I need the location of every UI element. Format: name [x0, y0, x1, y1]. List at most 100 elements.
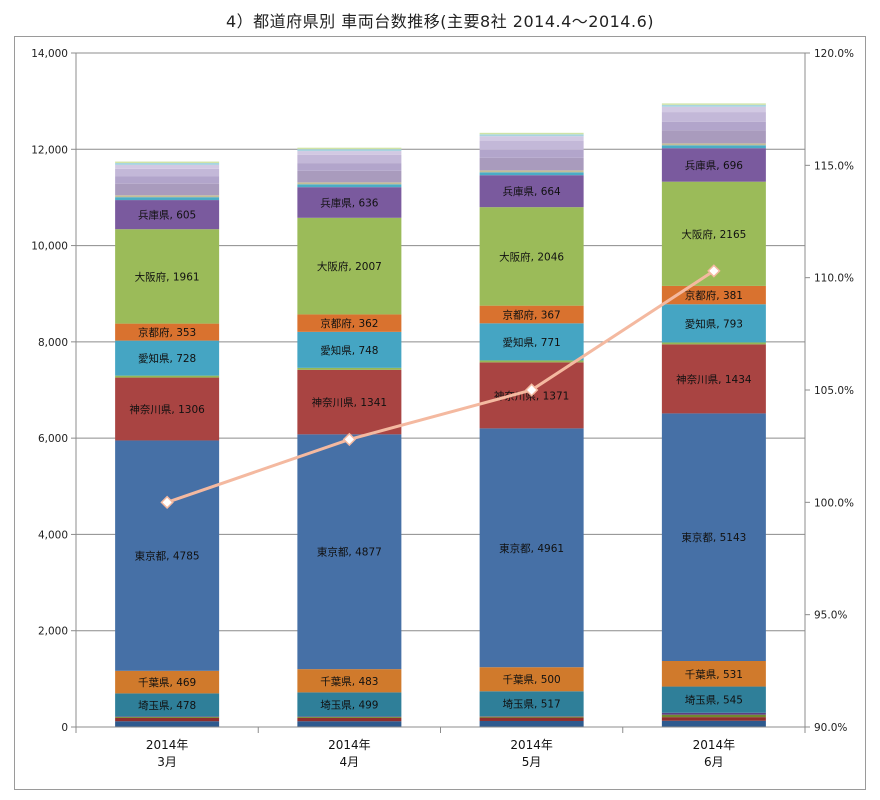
bar-segment	[479, 132, 584, 135]
bar-segment	[115, 375, 220, 378]
data-label: 兵庫県, 605	[138, 209, 196, 222]
data-label: 京都府, 367	[503, 308, 561, 321]
data-label: 東京都, 5143	[681, 531, 746, 544]
bar-segment	[661, 143, 766, 146]
bar-segment	[479, 172, 584, 176]
bar-segment	[297, 314, 402, 332]
bar-segment	[661, 121, 766, 131]
bar-segment	[297, 182, 402, 185]
bar-segment	[297, 154, 402, 164]
bar-segment	[479, 170, 584, 173]
bar-segment	[297, 716, 402, 718]
bar-segment	[297, 331, 402, 368]
bar-segment	[661, 130, 766, 144]
data-label: 兵庫県, 696	[685, 159, 744, 172]
bar-segment	[479, 691, 584, 717]
bar-segment	[479, 175, 584, 208]
x-tick-label: 2014年	[510, 738, 553, 752]
bar-segment	[115, 161, 220, 164]
bar-segment	[479, 667, 584, 692]
bar-segment	[297, 184, 402, 188]
bar-segment	[661, 112, 766, 122]
y-tick-label: 8,000	[38, 337, 68, 349]
bar-segment	[479, 360, 584, 363]
data-label: 千葉県, 500	[503, 673, 561, 686]
bar-segment	[115, 168, 220, 177]
data-label: 京都府, 353	[138, 326, 196, 339]
y-tick-label: 6,000	[38, 433, 68, 445]
y2-tick-label: 100.0%	[814, 497, 854, 509]
y2-tick-label: 90.0%	[814, 722, 847, 734]
data-label: 愛知県, 748	[320, 344, 378, 357]
data-label: 京都府, 362	[320, 317, 378, 330]
data-label: 千葉県, 469	[138, 676, 196, 689]
bar-segment	[115, 716, 220, 717]
bar-segment	[661, 686, 766, 713]
bar-segment	[661, 660, 766, 687]
x-tick-label: 6月	[704, 755, 724, 769]
bar-segment	[115, 721, 220, 727]
bar-segment	[297, 669, 402, 693]
bar-segment	[297, 170, 402, 183]
bar-segment	[297, 163, 402, 171]
data-label: 神奈川県, 1341	[312, 396, 387, 409]
y2-tick-label: 105.0%	[814, 385, 854, 397]
bar-segment	[297, 717, 402, 722]
data-label: 東京都, 4961	[499, 542, 564, 555]
bar-segment	[297, 149, 402, 152]
data-label: 愛知県, 728	[138, 352, 196, 365]
bar-segment	[115, 377, 220, 441]
bar-segment	[297, 367, 402, 370]
bar-segment	[661, 104, 766, 107]
bar-segment	[115, 693, 220, 717]
y-tick-label: 2,000	[38, 626, 68, 638]
bar-segment	[661, 714, 766, 718]
line-series	[166, 269, 715, 504]
data-label: 東京都, 4877	[317, 546, 382, 559]
data-label: 千葉県, 483	[320, 675, 378, 688]
bar-segment	[115, 176, 220, 184]
x-tick-label: 5月	[522, 755, 542, 769]
data-label: 大阪府, 1961	[135, 270, 200, 283]
bar-segment	[115, 229, 220, 324]
y2-tick-label: 120.0%	[814, 48, 854, 60]
bar-segment	[661, 342, 766, 345]
bar-segment	[297, 217, 402, 315]
bar-segment	[479, 716, 584, 718]
x-tick-label: 2014年	[328, 738, 371, 752]
data-label: 兵庫県, 636	[320, 196, 379, 209]
y-tick-label: 0	[61, 722, 68, 734]
data-label: 埼玉県, 478	[138, 699, 196, 712]
x-tick-label: 2014年	[693, 738, 736, 752]
bar-segment	[115, 717, 220, 722]
y-tick-label: 4,000	[38, 529, 68, 541]
bar-segment	[479, 716, 584, 717]
data-label: 愛知県, 793	[685, 317, 743, 330]
data-label: 東京都, 4785	[135, 550, 200, 563]
y-tick-label: 12,000	[31, 144, 68, 156]
bar-segment	[661, 720, 766, 727]
bar-segment	[297, 151, 402, 155]
data-label: 大阪府, 2165	[681, 228, 746, 241]
line-point	[524, 383, 539, 397]
y2-tick-label: 115.0%	[814, 160, 854, 172]
data-label: 愛知県, 771	[503, 336, 561, 349]
bar-segment	[115, 323, 220, 341]
y2-tick-label: 95.0%	[814, 610, 847, 622]
data-label: 大阪府, 2046	[499, 250, 564, 263]
data-label: 大阪府, 2007	[317, 260, 382, 273]
data-label: 埼玉県, 517	[503, 698, 561, 711]
x-tick-label: 4月	[340, 755, 360, 769]
bar-segment	[297, 721, 402, 727]
bar-segment	[297, 369, 402, 435]
bar-segment	[479, 428, 584, 668]
bar-segment	[115, 164, 220, 169]
chart-title: 4）都道府県別 車両台数推移(主要8社 2014.4～2014.6)	[226, 12, 654, 31]
bar-segment	[661, 344, 766, 414]
bar-segment	[661, 148, 766, 182]
data-label: 京都府, 381	[685, 289, 743, 302]
bar-segment	[115, 670, 220, 694]
bar-segment	[479, 717, 584, 721]
bar-segment	[479, 720, 584, 727]
y-tick-label: 10,000	[31, 241, 68, 253]
